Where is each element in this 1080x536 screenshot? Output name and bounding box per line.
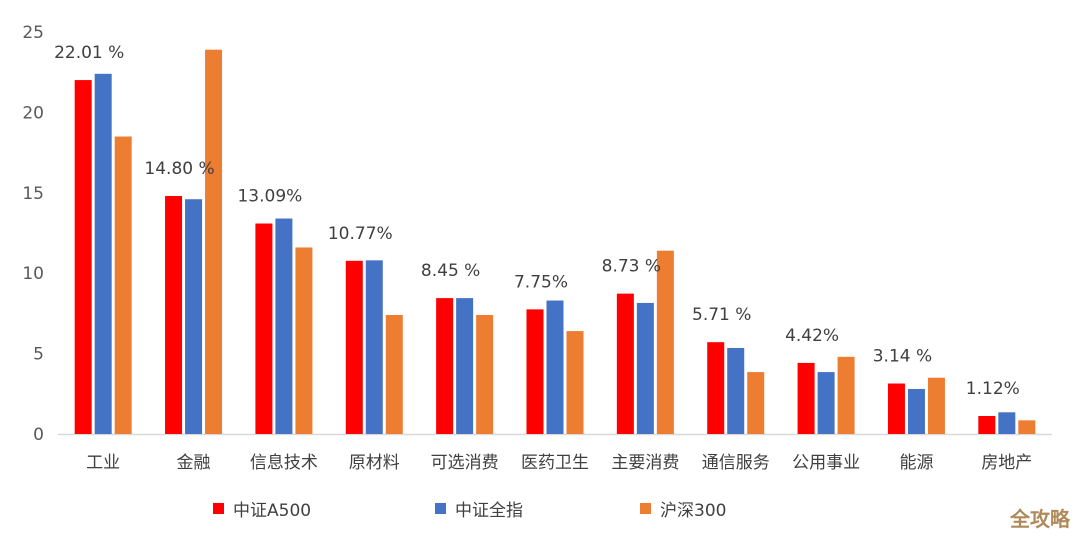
bar-2-10 bbox=[907, 388, 925, 434]
watermark: 全攻略 bbox=[1009, 507, 1071, 531]
bar-1-5 bbox=[436, 298, 454, 434]
bar-1-3 bbox=[255, 223, 273, 434]
legend-swatch-3 bbox=[640, 503, 651, 514]
y-axis-ticks: 0 5 10 15 20 25 bbox=[22, 23, 44, 445]
bar-3-1 bbox=[114, 136, 132, 434]
bar-1-9 bbox=[797, 362, 815, 434]
y-tick-label: 5 bbox=[33, 345, 44, 365]
y-tick-label: 0 bbox=[33, 425, 44, 445]
bar-2-8 bbox=[727, 347, 745, 434]
x-category-label: 可选消费 bbox=[431, 453, 499, 473]
data-label: 14.80 % bbox=[144, 159, 214, 179]
bar-1-4 bbox=[345, 260, 363, 434]
bar-3-8 bbox=[747, 372, 765, 434]
y-tick-label: 10 bbox=[22, 264, 44, 284]
data-label: 5.71 % bbox=[692, 305, 751, 325]
bar-1-10 bbox=[887, 383, 905, 434]
bar-3-4 bbox=[385, 315, 403, 434]
bar-2-9 bbox=[817, 372, 835, 434]
bar-1-2 bbox=[165, 196, 183, 434]
data-labels: 22.01 % 14.80 % 13.09% 10.77% 8.45 % 7.75% 8.7… bbox=[54, 43, 1020, 399]
x-category-label: 工业 bbox=[86, 453, 120, 473]
bar-1-8 bbox=[707, 342, 725, 434]
bar-2-5 bbox=[456, 298, 474, 434]
x-axis-categories: 工业 金融 信息技术 原材料 可选消费 医药卫生 主要消费 通信服务 公用事业 能源 房地产 bbox=[86, 453, 1032, 473]
legend-label-2: 中证全指 bbox=[455, 501, 523, 521]
bar-1-6 bbox=[526, 309, 544, 434]
x-category-label: 原材料 bbox=[349, 453, 400, 473]
data-label: 13.09% bbox=[237, 187, 302, 207]
bar-2-1 bbox=[94, 73, 112, 435]
bars bbox=[74, 49, 1036, 435]
y-tick-label: 20 bbox=[22, 103, 44, 123]
x-category-label: 公用事业 bbox=[792, 453, 860, 473]
x-category-label: 能源 bbox=[899, 453, 933, 473]
data-label: 7.75% bbox=[514, 272, 568, 292]
legend-label-3: 沪深300 bbox=[660, 501, 726, 521]
y-tick-label: 25 bbox=[22, 23, 44, 43]
x-category-label: 房地产 bbox=[981, 453, 1032, 473]
bar-3-3 bbox=[295, 247, 313, 434]
bar-3-10 bbox=[927, 377, 945, 434]
data-label: 22.01 % bbox=[54, 43, 124, 63]
bar-3-9 bbox=[837, 356, 855, 434]
x-category-label: 主要消费 bbox=[611, 453, 679, 473]
bar-2-3 bbox=[275, 218, 293, 434]
bar-3-6 bbox=[566, 331, 584, 434]
x-category-label: 金融 bbox=[177, 453, 211, 473]
x-category-label: 医药卫生 bbox=[521, 453, 589, 473]
bar-3-11 bbox=[1018, 420, 1036, 434]
data-label: 4.42% bbox=[785, 326, 839, 346]
legend-swatch-2 bbox=[435, 503, 446, 514]
data-label: 3.14 % bbox=[873, 347, 932, 367]
bar-2-6 bbox=[546, 300, 564, 434]
data-label: 1.12% bbox=[966, 379, 1020, 399]
bar-2-11 bbox=[998, 412, 1016, 434]
bar-2-2 bbox=[185, 199, 203, 434]
legend-swatch-1 bbox=[213, 503, 224, 514]
x-category-label: 通信服务 bbox=[702, 453, 770, 473]
y-tick-label: 15 bbox=[22, 184, 44, 204]
legend-label-1: 中证A500 bbox=[233, 501, 311, 521]
bar-3-5 bbox=[476, 315, 494, 434]
bar-1-1 bbox=[74, 80, 92, 435]
data-label: 8.45 % bbox=[421, 261, 480, 281]
bar-3-7 bbox=[656, 250, 674, 434]
bar-2-4 bbox=[365, 260, 383, 434]
x-category-label: 信息技术 bbox=[250, 453, 318, 473]
bar-1-7 bbox=[616, 293, 634, 434]
legend: 中证A500 中证全指 沪深300 bbox=[213, 501, 726, 521]
data-label: 10.77% bbox=[328, 224, 393, 244]
bar-2-7 bbox=[636, 302, 654, 434]
bar-1-11 bbox=[978, 415, 996, 434]
bar-3-2 bbox=[205, 49, 223, 435]
data-label: 8.73 % bbox=[602, 257, 661, 277]
